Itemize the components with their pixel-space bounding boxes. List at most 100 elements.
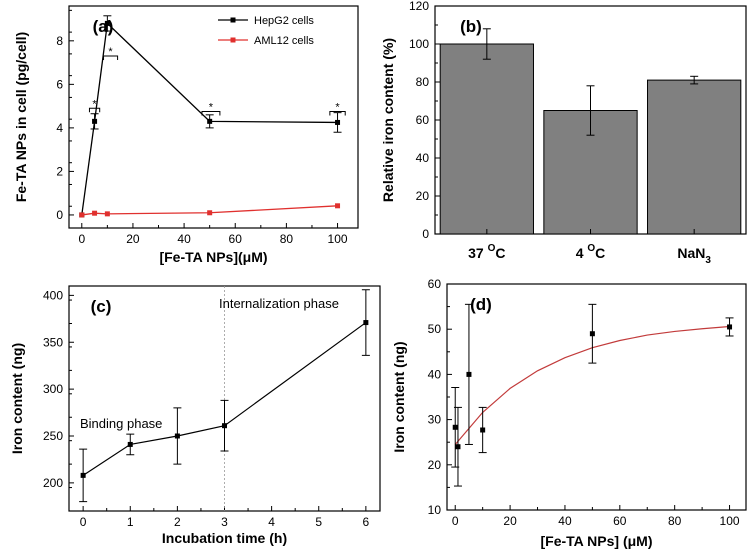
panel-d-frame bbox=[446, 283, 747, 511]
bar bbox=[439, 43, 534, 235]
y-tick-label: 0 bbox=[56, 208, 63, 222]
y-tick-label: 40 bbox=[416, 151, 430, 165]
data-point bbox=[480, 427, 486, 433]
category-label-rest: C bbox=[595, 245, 605, 261]
data-point bbox=[455, 444, 461, 450]
y-tick-label: 350 bbox=[43, 335, 63, 349]
x-tick-label: 100 bbox=[720, 514, 740, 528]
y-tick-label: 2 bbox=[56, 164, 63, 178]
significance-bracket bbox=[201, 111, 221, 116]
bar bbox=[647, 79, 742, 235]
data-point bbox=[335, 119, 341, 125]
x-tick-label: 80 bbox=[668, 514, 682, 528]
panel-c-ylabel: Iron content (ng) bbox=[9, 343, 25, 454]
significance-bracket bbox=[103, 55, 119, 61]
data-point bbox=[207, 118, 213, 124]
panel-b-label: (b) bbox=[460, 17, 482, 36]
annotation-binding: Binding phase bbox=[80, 416, 162, 431]
x-tick-label: 80 bbox=[280, 232, 294, 246]
x-tick-label: 5 bbox=[315, 515, 322, 529]
data-point bbox=[174, 433, 180, 439]
y-tick-label: 0 bbox=[422, 227, 429, 241]
significance-star: * bbox=[92, 98, 97, 110]
x-tick-label: 1 bbox=[127, 515, 134, 529]
panel-d-xlabel: [Fe-TA NPs] (μM) bbox=[541, 533, 653, 549]
y-tick-label: 400 bbox=[43, 288, 63, 302]
y-tick-label: 100 bbox=[409, 37, 429, 51]
panel-c-xlabel: Incubation time (h) bbox=[162, 530, 287, 546]
data-point bbox=[80, 472, 86, 478]
x-tick-label: 4 bbox=[268, 515, 275, 529]
y-tick-label: 40 bbox=[428, 367, 442, 381]
y-tick-label: 60 bbox=[428, 277, 442, 291]
category-label: 4 OC bbox=[576, 243, 606, 261]
x-tick-label: 40 bbox=[558, 514, 572, 528]
data-point bbox=[452, 424, 458, 430]
data-point bbox=[127, 441, 133, 447]
data-point bbox=[222, 423, 227, 429]
x-tick-label: 40 bbox=[177, 232, 191, 246]
y-tick-label: 30 bbox=[428, 413, 442, 427]
x-tick-label: 0 bbox=[80, 515, 87, 529]
category-label-rest: C bbox=[495, 245, 505, 261]
category-label-main: 4 bbox=[576, 245, 588, 261]
legend-marker bbox=[230, 37, 236, 43]
significance-bracket bbox=[329, 111, 346, 116]
y-tick-label: 20 bbox=[416, 189, 430, 203]
significance-star: * bbox=[335, 102, 340, 114]
category-label-sup: O bbox=[488, 243, 496, 254]
x-tick-label: 2 bbox=[174, 515, 181, 529]
x-tick-label: 60 bbox=[613, 514, 627, 528]
category-label-main: NaN bbox=[677, 245, 705, 261]
y-tick-label: 200 bbox=[43, 476, 63, 490]
category-label-sup: O bbox=[587, 243, 595, 254]
legend-label: AML12 cells bbox=[254, 35, 314, 47]
data-point bbox=[79, 212, 85, 218]
y-tick-label: 120 bbox=[409, 0, 429, 13]
x-tick-label: 100 bbox=[328, 232, 348, 246]
significance-bracket bbox=[88, 107, 101, 113]
data-point bbox=[104, 20, 110, 26]
x-tick-label: 20 bbox=[126, 232, 140, 246]
data-point bbox=[589, 331, 595, 337]
panel-a-ylabel: Fe-TA NPs in cell (pg/cell) bbox=[13, 32, 29, 202]
y-tick-label: 250 bbox=[43, 429, 63, 443]
panel-d-ylabel: Iron content (ng) bbox=[391, 341, 407, 452]
data-point bbox=[335, 203, 341, 209]
panel-d-label: (d) bbox=[470, 295, 492, 314]
legend-marker bbox=[230, 17, 236, 23]
x-tick-label: 6 bbox=[363, 515, 370, 529]
y-tick-label: 4 bbox=[56, 121, 63, 135]
legend-label: HepG2 cells bbox=[254, 15, 314, 27]
y-tick-label: 20 bbox=[428, 458, 442, 472]
data-point bbox=[207, 210, 213, 216]
x-tick-label: 3 bbox=[221, 515, 228, 529]
x-tick-label: 0 bbox=[78, 232, 85, 246]
x-tick-label: 20 bbox=[503, 514, 517, 528]
x-tick-label: 60 bbox=[229, 232, 243, 246]
y-tick-label: 8 bbox=[56, 34, 63, 48]
category-label-main: 37 bbox=[468, 245, 487, 261]
y-tick-label: 10 bbox=[428, 503, 442, 517]
y-tick-label: 80 bbox=[416, 75, 430, 89]
data-point bbox=[92, 210, 98, 216]
y-tick-label: 300 bbox=[43, 382, 63, 396]
significance-star: * bbox=[108, 46, 113, 58]
panel-a-xlabel: [Fe-TA NPs](μM) bbox=[159, 249, 267, 265]
category-label-sub: 3 bbox=[705, 255, 711, 266]
category-label: 37 OC bbox=[468, 243, 505, 261]
panel-a-frame bbox=[68, 5, 359, 229]
y-tick-label: 50 bbox=[428, 322, 442, 336]
panel-b-ylabel: Relative iron content (%) bbox=[380, 38, 396, 202]
data-point bbox=[92, 118, 98, 124]
significance-star: * bbox=[209, 102, 214, 114]
panel-c-label: (c) bbox=[91, 297, 112, 316]
y-tick-label: 60 bbox=[416, 113, 430, 127]
annotation-internalization: Internalization phase bbox=[219, 296, 339, 311]
x-tick-label: 0 bbox=[452, 514, 459, 528]
category-label: NaN3 bbox=[677, 245, 711, 266]
data-point bbox=[363, 320, 369, 326]
y-tick-label: 6 bbox=[56, 77, 63, 91]
data-point bbox=[104, 211, 110, 217]
